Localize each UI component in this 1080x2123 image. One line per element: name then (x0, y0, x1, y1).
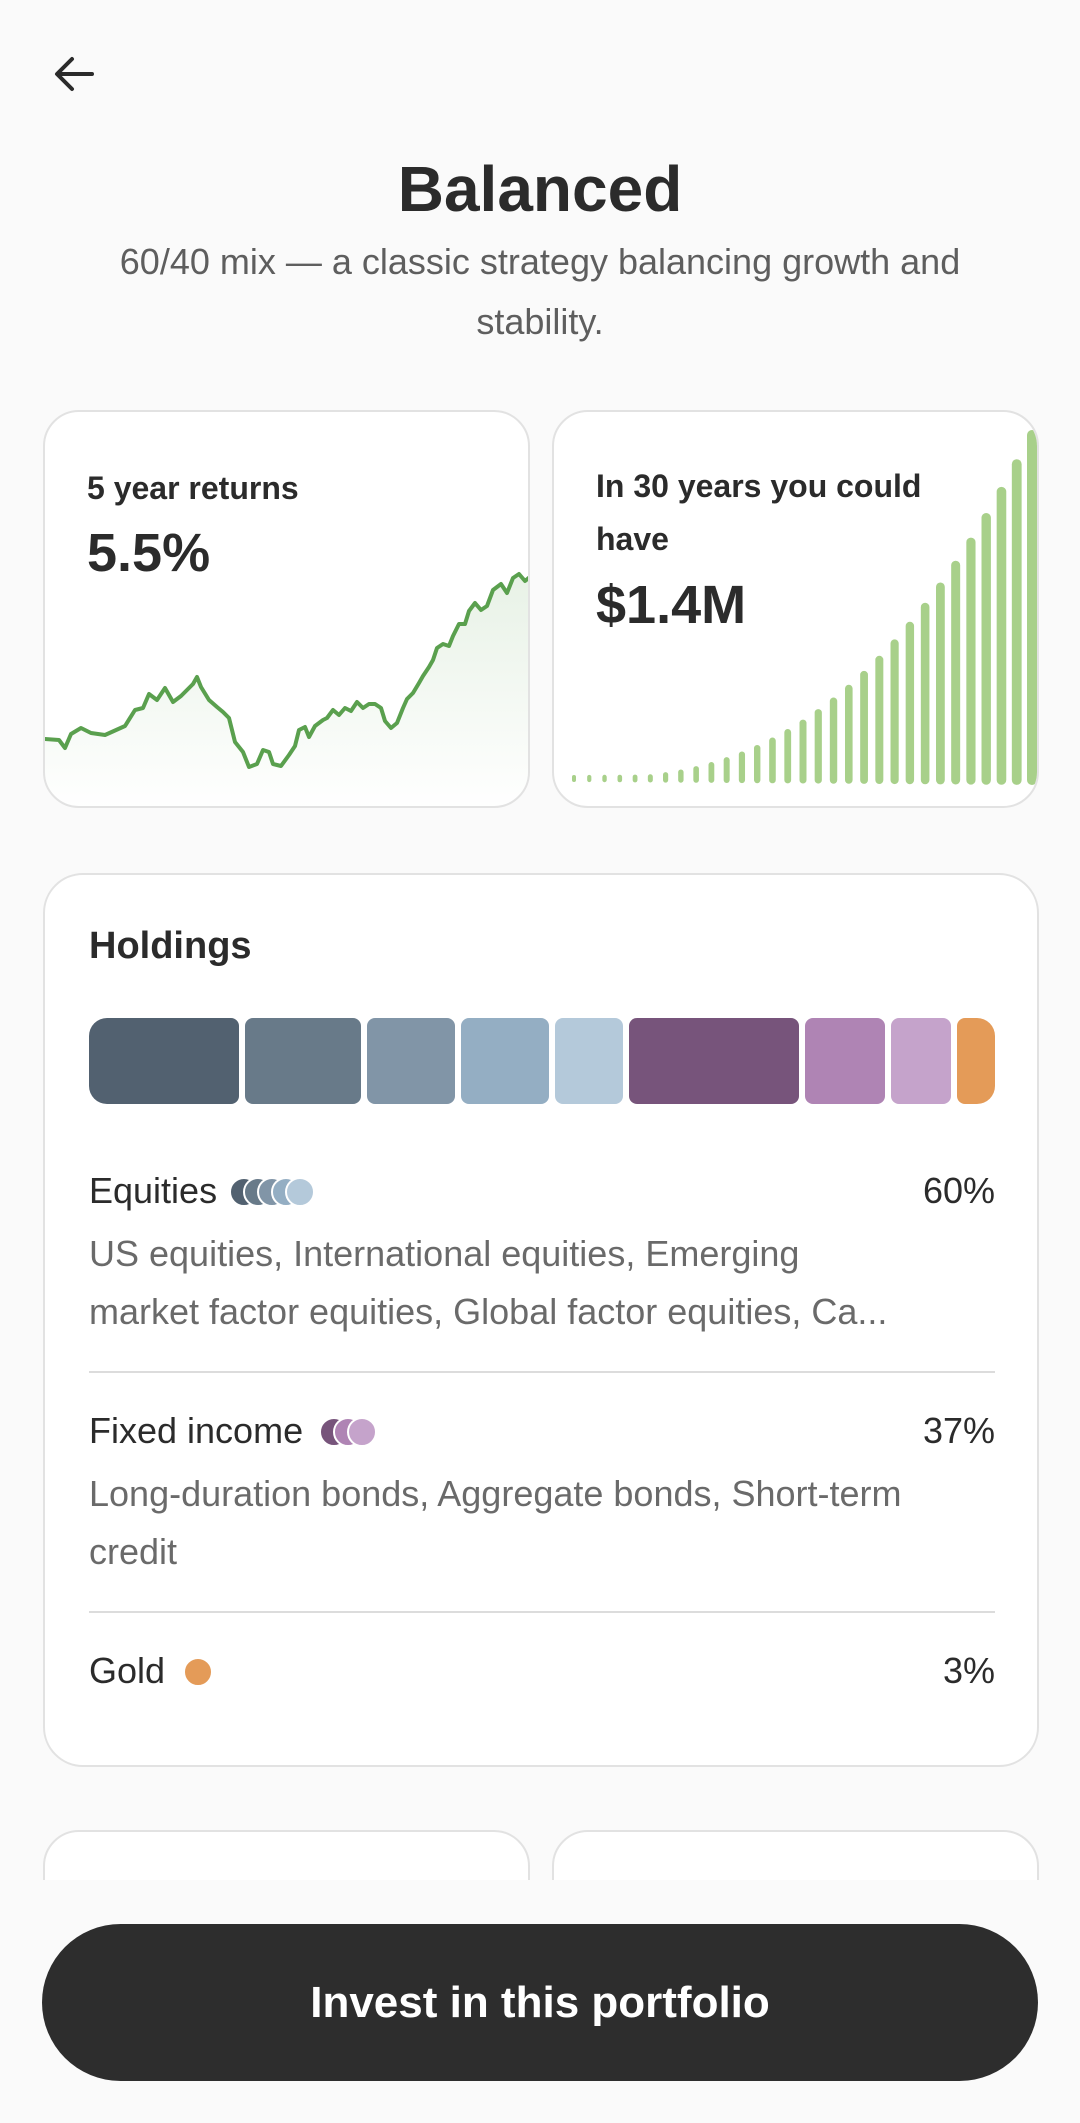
holding-description: US equities, International equities, Eme… (89, 1233, 888, 1332)
allocation-segment (89, 1018, 239, 1104)
returns-label: 5 year returns (87, 470, 299, 506)
holding-percent: 3% (942, 1650, 995, 1691)
allocation-segment (461, 1018, 549, 1104)
holding-row-equities[interactable]: Equities 60% US equities, International … (89, 1167, 995, 1347)
holding-name: Equities (89, 1170, 218, 1211)
back-button[interactable] (44, 44, 104, 104)
page-title: Balanced (397, 153, 683, 225)
returns-value: 5.5% (87, 523, 211, 583)
allocation-segment (367, 1018, 455, 1104)
holdings-title: Holdings (89, 925, 252, 967)
holding-row-gold[interactable]: Gold 3% (89, 1647, 995, 1707)
allocation-bar (89, 1018, 995, 1104)
holding-percent: 37% (922, 1410, 995, 1451)
allocation-segment (629, 1018, 799, 1104)
returns-line-chart (45, 572, 528, 806)
invest-button[interactable]: Invest in this portfolio (42, 1924, 1038, 2081)
color-dot (183, 1657, 213, 1687)
allocation-segment (957, 1018, 995, 1104)
color-dot (347, 1417, 377, 1447)
page-subtitle: 60/40 mix — a classic strategy balancing… (119, 241, 961, 342)
returns-card[interactable]: 5 year returns 5.5% (43, 410, 530, 808)
allocation-segment (805, 1018, 885, 1104)
allocation-segment (245, 1018, 361, 1104)
arrow-left-icon (55, 57, 94, 91)
holding-percent: 60% (922, 1170, 995, 1211)
projection-bar-chart (572, 430, 1037, 785)
holding-row-fixed-income[interactable]: Fixed income 37% Long-duration bonds, Ag… (89, 1407, 995, 1587)
holdings-card: Holdings Equities 60% US equities, Inter… (43, 873, 1039, 1767)
holding-name: Fixed income (89, 1410, 304, 1451)
holding-name: Gold (89, 1650, 166, 1691)
divider (89, 1371, 995, 1373)
projection-label: In 30 years you could have (596, 468, 922, 557)
holding-description: Long-duration bonds, Aggregate bonds, Sh… (89, 1473, 902, 1572)
allocation-segment (555, 1018, 623, 1104)
allocation-segment (891, 1018, 951, 1104)
divider (89, 1611, 995, 1613)
color-dot (285, 1177, 315, 1207)
projection-card[interactable]: In 30 years you could have $1.4M (552, 410, 1039, 808)
projection-value: $1.4M (596, 575, 747, 635)
